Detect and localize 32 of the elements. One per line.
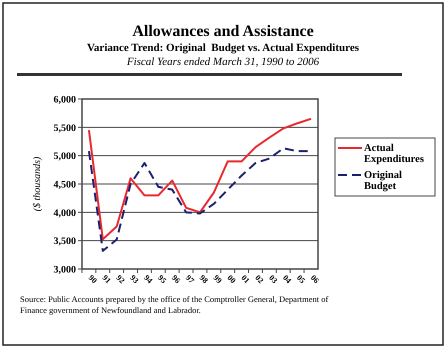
y-axis-title: ($ thousands)	[32, 156, 43, 212]
y-tick-label: 3,000	[54, 264, 76, 276]
chart-subtitle: Variance Trend: Original Budget vs. Actual Expenditures	[87, 42, 360, 54]
x-tick-label: 00	[226, 273, 238, 286]
x-tick-label: 04	[281, 273, 294, 286]
text: Fiscal Years ended March 31, 1990 to 2006	[126, 56, 320, 68]
x-tick-label: 96	[170, 273, 182, 286]
x-tick-label: 90	[86, 273, 99, 286]
y-tick-label: 4,500	[54, 180, 76, 190]
y-tick-label: 5,500	[54, 122, 76, 134]
x-tick-label: 94	[142, 273, 154, 286]
x-tick-label: 05	[294, 273, 307, 286]
x-tick-label: 91	[100, 273, 113, 286]
x-tick-label: 98	[198, 273, 210, 286]
legend-label: Actual Expenditures	[364, 143, 424, 165]
y-tick-label: 4,000	[54, 208, 76, 219]
x-tick-label: 92	[114, 273, 126, 286]
x-tick-label: 06	[308, 273, 321, 286]
x-tick-label: 95	[156, 273, 168, 286]
y-tick-label: 6,000	[54, 94, 76, 106]
source-note: Source: Public Accounts prepared by the office of the Comptroller General, Department of Finance government of Newfoundland and Labrador.	[20, 294, 329, 315]
x-tick-label: 02	[253, 273, 266, 286]
chart-title: Allowances and Assistance	[132, 23, 314, 40]
line-series	[88, 118, 312, 240]
y-tick-label: 5,000	[54, 151, 76, 162]
legend-label: Original Budget	[364, 170, 402, 192]
x-tick-label: 03	[267, 273, 280, 286]
x-tick-label: 01	[239, 273, 252, 286]
x-tick-label: 97	[184, 273, 196, 286]
y-tick-label: 3,500	[54, 236, 76, 248]
x-tick-label: 99	[212, 273, 224, 286]
x-tick-label: 93	[128, 273, 140, 286]
